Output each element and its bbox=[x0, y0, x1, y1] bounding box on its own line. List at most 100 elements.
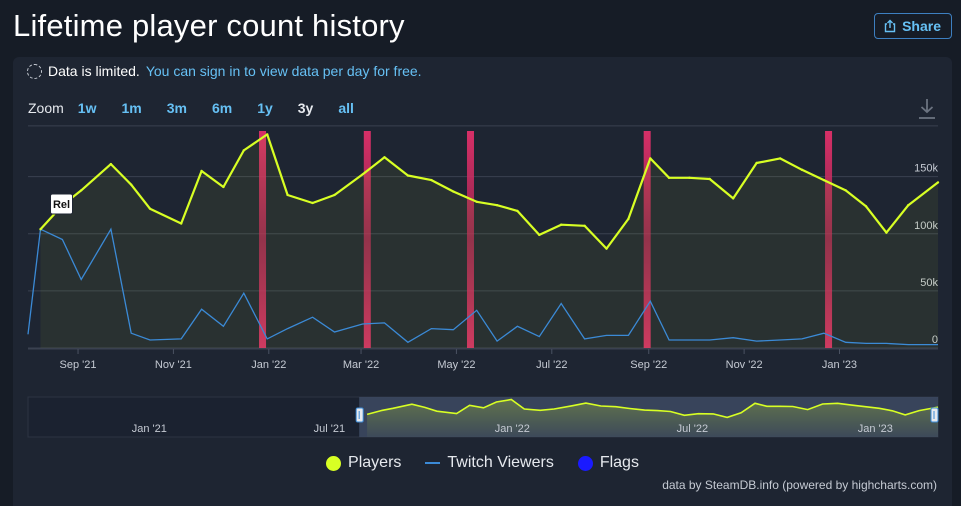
flags-legend-marker bbox=[577, 455, 593, 471]
players-point bbox=[109, 162, 113, 166]
players-point bbox=[627, 217, 630, 221]
players-point bbox=[180, 222, 183, 225]
players-point bbox=[333, 193, 336, 197]
dashed-circle-icon bbox=[27, 63, 42, 79]
x-tick-label: Sep '22 bbox=[630, 359, 667, 371]
zoom-1y-button[interactable]: 1y bbox=[257, 100, 273, 116]
chart-legend: Players Twitch Viewers Flags bbox=[13, 454, 952, 472]
players-point bbox=[822, 178, 826, 182]
zoom-6m-button[interactable]: 6m bbox=[211, 100, 233, 116]
players-point bbox=[200, 169, 203, 173]
players-point bbox=[383, 156, 386, 159]
twitch-legend-marker bbox=[425, 462, 441, 464]
zoom-label: Zoom bbox=[28, 100, 64, 116]
twitch-viewers-line bbox=[27, 227, 938, 346]
players-point bbox=[39, 228, 42, 231]
x-tick-label: Jan '22 bbox=[251, 359, 286, 371]
player-count-chart[interactable]: 0 50k 100k 150k Rel Sep '21 Nov '21 Jan '22 Mar … bbox=[13, 57, 952, 442]
players-point bbox=[708, 177, 711, 181]
players-point bbox=[864, 205, 868, 208]
players-point bbox=[242, 149, 245, 152]
x-tick-label: Jan '23 bbox=[822, 359, 857, 371]
players-point bbox=[755, 161, 758, 165]
release-flag-label: Rel bbox=[53, 199, 70, 211]
y-tick-label: 50k bbox=[920, 277, 938, 289]
players-point bbox=[516, 209, 519, 213]
navigator-tick-label: Jan '22 bbox=[495, 423, 530, 435]
data-limited-notice: Data is limited. You can sign in to view… bbox=[27, 63, 422, 79]
share-label: Share bbox=[902, 18, 941, 34]
players-point bbox=[361, 173, 364, 176]
players-point bbox=[311, 201, 314, 205]
players-point bbox=[475, 200, 478, 204]
x-tick-label: Mar '22 bbox=[343, 359, 379, 371]
players-point bbox=[844, 189, 847, 192]
players-point bbox=[667, 176, 671, 180]
y-tick-label: 150k bbox=[914, 163, 938, 175]
x-tick-label: Jul '22 bbox=[536, 359, 567, 371]
players-point bbox=[495, 204, 499, 207]
zoom-3m-button[interactable]: 3m bbox=[166, 100, 187, 116]
players-point bbox=[129, 183, 133, 186]
y-tick-label: 0 bbox=[932, 334, 938, 346]
legend-item-players[interactable]: Players bbox=[326, 454, 401, 472]
players-point bbox=[605, 247, 608, 250]
players-point bbox=[148, 207, 152, 210]
players-point bbox=[79, 189, 83, 192]
flag-band bbox=[363, 131, 371, 348]
navigator-tick-label: Jul '22 bbox=[677, 423, 708, 435]
flag-band bbox=[643, 131, 651, 348]
legend-item-twitch[interactable]: Twitch Viewers bbox=[425, 454, 554, 472]
players-point bbox=[800, 168, 804, 172]
players-point bbox=[583, 224, 586, 227]
zoom-1m-button[interactable]: 1m bbox=[121, 100, 142, 116]
players-point bbox=[559, 223, 563, 226]
players-point bbox=[649, 157, 652, 160]
players-point bbox=[907, 204, 910, 207]
legend-item-flags[interactable]: Flags bbox=[577, 454, 639, 472]
sign-in-link[interactable]: You can sign in to view data per day for… bbox=[145, 63, 422, 79]
y-tick-label: 100k bbox=[914, 220, 938, 232]
share-button[interactable]: Share bbox=[874, 13, 952, 39]
players-point bbox=[452, 190, 455, 193]
navigator-area bbox=[367, 399, 939, 437]
page-title: Lifetime player count history bbox=[13, 8, 405, 43]
flag-band bbox=[466, 131, 474, 348]
x-tick-label: Nov '21 bbox=[155, 359, 192, 371]
players-point bbox=[688, 176, 691, 180]
players-point bbox=[406, 174, 410, 177]
players-point bbox=[430, 178, 433, 182]
navigator-tick-label: Jan '23 bbox=[858, 423, 893, 435]
players-point bbox=[885, 231, 888, 234]
players-area bbox=[40, 134, 938, 348]
navigator-tick-label: Jan '21 bbox=[132, 423, 167, 435]
players-point bbox=[731, 197, 735, 200]
flag-band bbox=[825, 131, 833, 348]
zoom-1w-button[interactable]: 1w bbox=[77, 100, 97, 116]
x-tick-label: Sep '21 bbox=[60, 359, 97, 371]
zoom-all-button[interactable]: all bbox=[338, 100, 354, 116]
share-icon bbox=[884, 19, 896, 33]
flag-band bbox=[259, 131, 267, 348]
players-point bbox=[778, 157, 782, 160]
legend-label-players: Players bbox=[348, 454, 402, 471]
legend-label-flags: Flags bbox=[599, 454, 639, 471]
players-point bbox=[266, 133, 269, 136]
x-tick-label: May '22 bbox=[437, 359, 475, 371]
navigator-tick-label: Jul '21 bbox=[314, 423, 345, 435]
download-icon[interactable] bbox=[918, 98, 936, 120]
players-point bbox=[538, 233, 541, 237]
chart-credits: data by SteamDB.info (powered by highcha… bbox=[662, 478, 937, 492]
players-point bbox=[286, 193, 289, 197]
zoom-bar: Zoom 1w 1m 3m 6m 1y 3y all bbox=[28, 100, 379, 116]
legend-label-twitch: Twitch Viewers bbox=[447, 454, 554, 471]
zoom-3y-button[interactable]: 3y bbox=[297, 100, 314, 116]
chart-panel: Data is limited. You can sign in to view… bbox=[13, 57, 952, 506]
x-tick-label: Nov '22 bbox=[726, 359, 763, 371]
players-legend-marker bbox=[326, 455, 342, 471]
players-point bbox=[222, 185, 225, 189]
players-point bbox=[936, 181, 940, 184]
notice-text: Data is limited. bbox=[48, 63, 140, 79]
release-flag bbox=[50, 193, 74, 215]
navigator-players-line bbox=[366, 398, 939, 419]
